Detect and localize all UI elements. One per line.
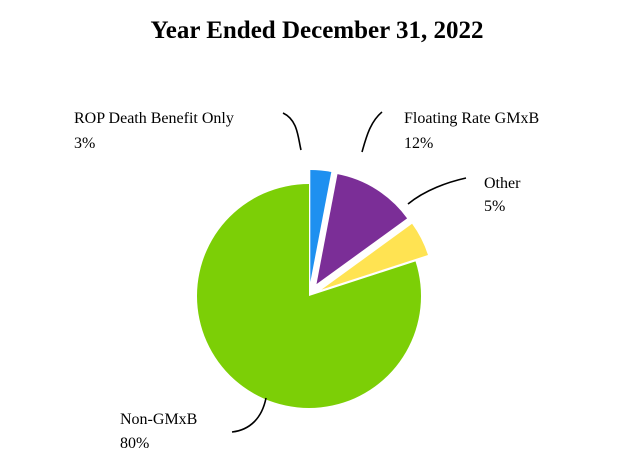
slice-name-label: Other <box>484 175 521 192</box>
leader-line <box>407 177 467 205</box>
pie-slice-other <box>321 223 428 290</box>
slice-value-label: 3% <box>74 135 95 152</box>
slice-value-label: 5% <box>484 198 505 215</box>
pie-slice-non-gmxb <box>197 184 421 408</box>
leader-line <box>282 112 302 151</box>
pie-slices <box>197 170 428 408</box>
pie-slice-rop-death-benefit-only <box>310 170 332 283</box>
chart-title: Year Ended December 31, 2022 <box>150 17 483 44</box>
slice-name-label: Floating Rate GMxB <box>404 110 539 127</box>
slice-name-label: Non-GMxB <box>120 411 197 428</box>
slice-value-label: 80% <box>120 435 149 452</box>
slice-value-label: 12% <box>404 135 433 152</box>
slice-labels: ROP Death Benefit Only 3% Floating Rate GM… <box>74 110 539 452</box>
leader-lines <box>231 111 467 433</box>
leader-line <box>361 111 383 153</box>
slice-name-label: ROP Death Benefit Only <box>74 110 234 127</box>
leader-line <box>231 397 267 433</box>
pie-slice-floating-rate-gmxb <box>316 174 408 285</box>
